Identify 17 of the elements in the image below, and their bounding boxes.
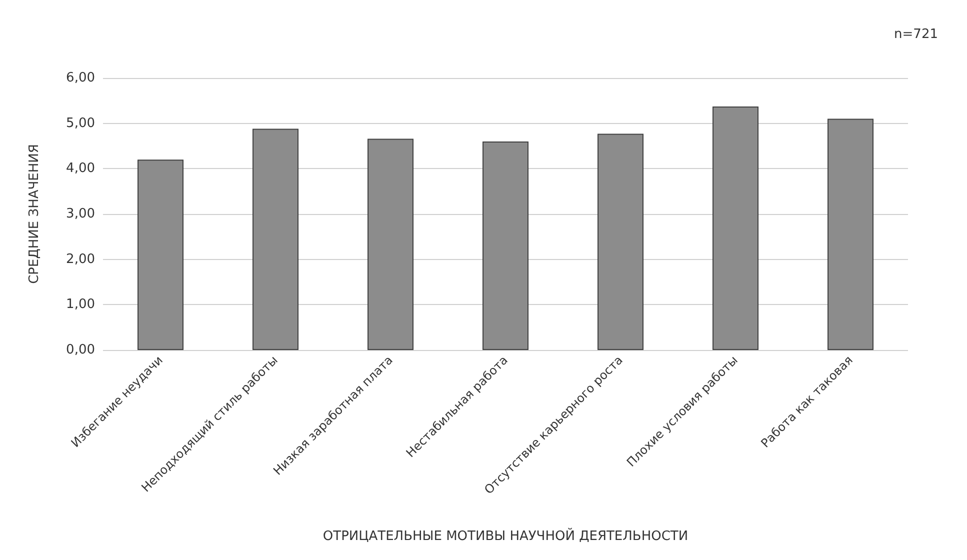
bar [252,128,298,350]
bar [368,138,414,350]
y-tick-label: 1,00 [66,297,95,312]
y-tick-label: 4,00 [66,161,95,176]
y-tick-label: 6,00 [66,70,95,86]
bar [482,141,528,350]
bar [598,134,644,350]
y-tick-label: 2,00 [66,252,95,267]
x-axis-title: ОТРИЦАТЕЛЬНЫЕ МОТИВЫ НАУЧНОЙ ДЕЯТЕЛЬНОСТИ [322,527,688,544]
y-tick-label: 0,00 [66,342,95,358]
y-tick-label: 5,00 [66,116,95,131]
bar [138,160,184,350]
y-axis-title: СРЕДНИЕ ЗНАЧЕНИЯ [27,144,42,284]
y-tick-label: 3,00 [66,206,95,222]
bar [828,118,874,350]
bar [712,106,758,350]
text: n=721 [894,27,938,42]
